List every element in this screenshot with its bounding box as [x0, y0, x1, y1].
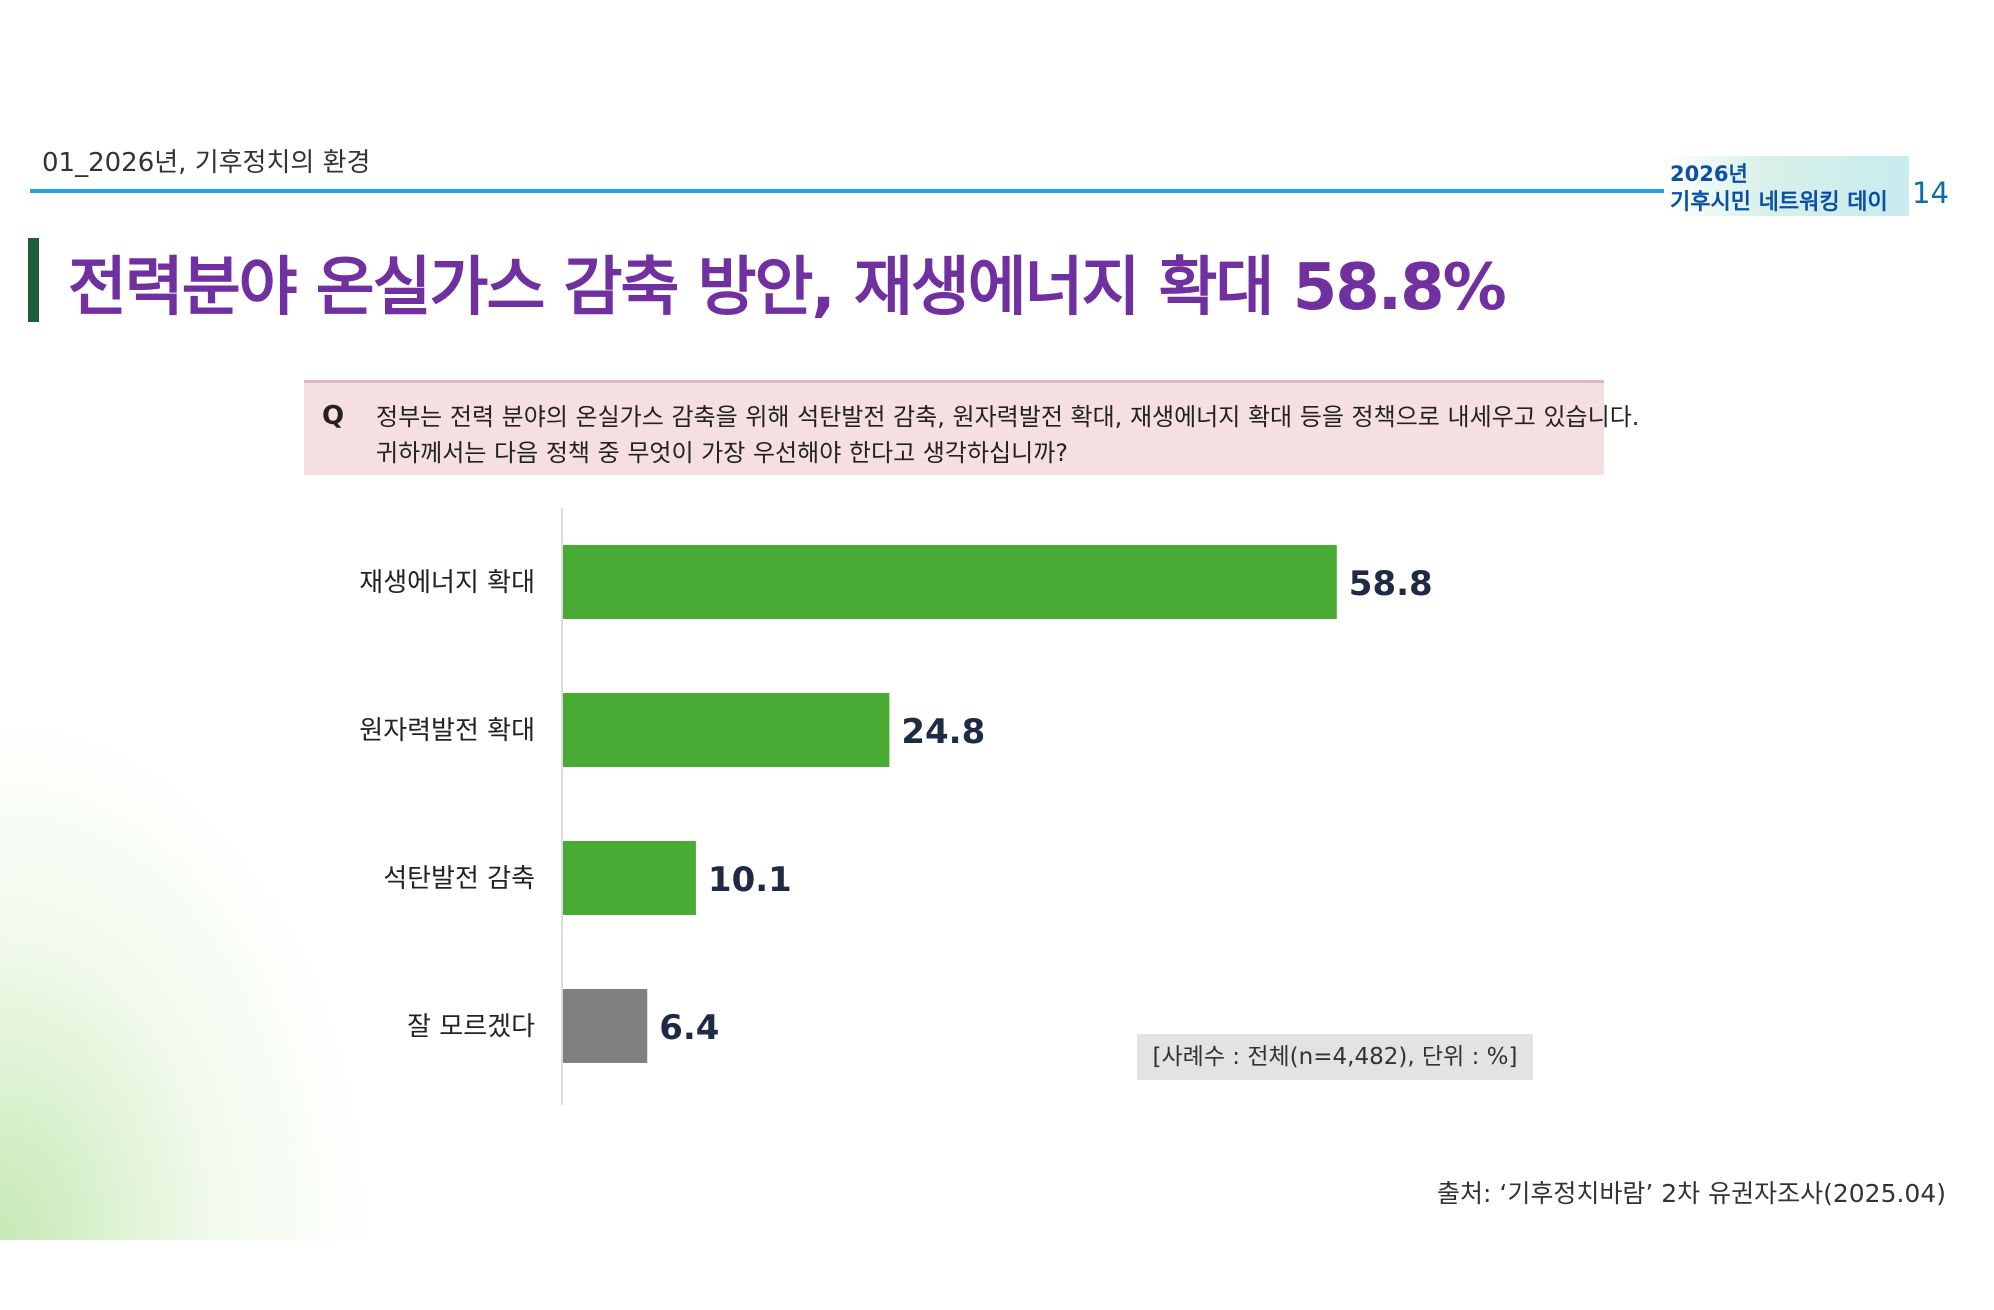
value-label-1: 58.8 — [1349, 564, 1433, 604]
category-label-2: 원자력발전 확대 — [359, 716, 535, 746]
bar-4 — [563, 989, 648, 1063]
source-citation: 출처: ‘기후정치바람’ 2차 유권자조사(2025.04) — [1437, 1179, 1946, 1208]
question-box: Q 정부는 전력 분야의 온실가스 감축을 위해 석탄발전 감축, 원자력발전 … — [304, 380, 1639, 475]
value-label-2: 24.8 — [901, 712, 985, 752]
question-marker: Q — [322, 401, 345, 431]
value-label-4: 6.4 — [659, 1008, 719, 1048]
category-label-1: 재생에너지 확대 — [359, 568, 535, 598]
page-title: 전력분야 온실가스 감축 방안, 재생에너지 확대 58.8% — [68, 251, 1507, 325]
category-label-4: 잘 모르겠다 — [407, 1012, 535, 1042]
header-rule — [30, 189, 1680, 193]
sample-note: [사례수 : 전체(n=4,482), 단위 : %] — [1137, 1034, 1533, 1080]
section-title: 01_2026년, 기후정치의 환경 — [42, 148, 371, 178]
bar-2 — [563, 693, 890, 767]
category-label-3: 석탄발전 감축 — [383, 864, 535, 894]
logo-name: 기후시민 네트워킹 데이 — [1670, 190, 1888, 215]
bar-1 — [563, 545, 1337, 619]
bottom-band — [0, 1240, 1994, 1310]
title-accent-bar — [28, 238, 39, 322]
background-glow — [0, 700, 380, 1240]
logo-year: 2026년 — [1670, 162, 1748, 186]
question-line-2: 귀하께서는 다음 정책 중 무엇이 가장 우선해야 한다고 생각하십니까? — [376, 439, 1069, 467]
page-number: 14 — [1912, 176, 1949, 210]
bar-3 — [563, 841, 696, 915]
question-line-1: 정부는 전력 분야의 온실가스 감축을 위해 석탄발전 감축, 원자력발전 확대… — [376, 403, 1640, 431]
value-label-3: 10.1 — [708, 860, 792, 900]
event-logo: 2026년 기후시민 네트워킹 데이 — [1664, 156, 1909, 216]
